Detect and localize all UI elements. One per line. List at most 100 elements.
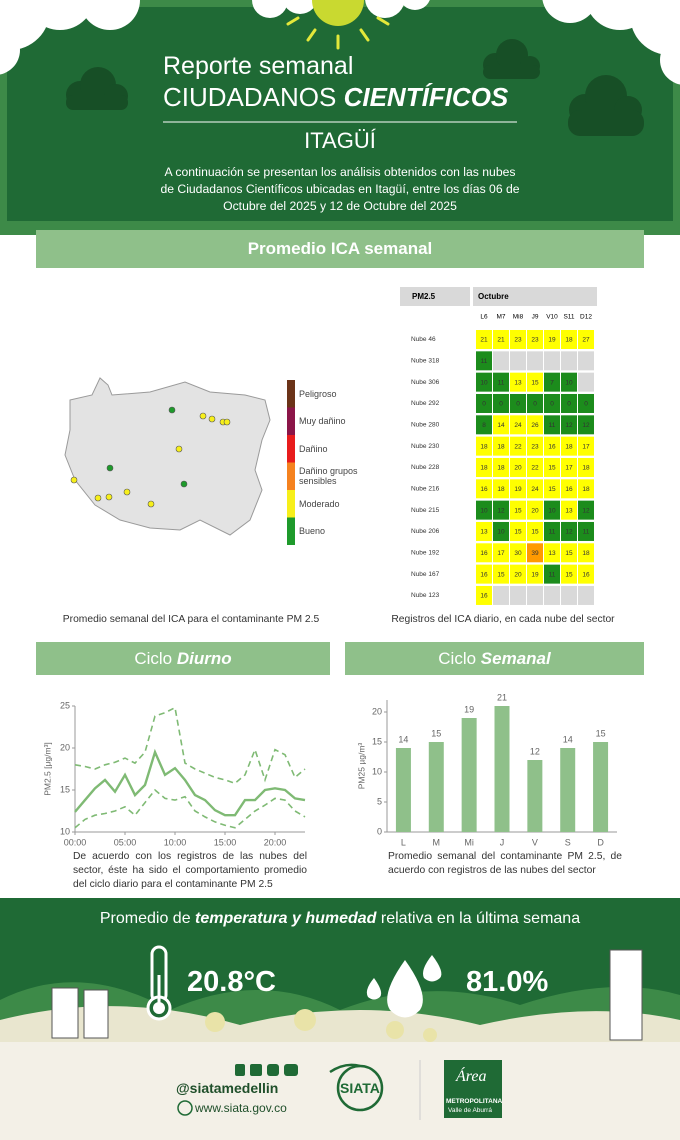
day-label: L6 [480,314,488,321]
cell-value: 23 [514,337,522,344]
x-tick-label: M [433,837,441,847]
cell [510,415,526,435]
x-tick-label: 20:00 [264,837,287,847]
cell [561,372,577,392]
y-tick-label: 0 [377,826,382,836]
cell [476,330,492,349]
cell [561,436,577,456]
cell [578,436,594,456]
cell [578,521,594,541]
thermometer [146,945,172,1021]
cell-value: 11 [481,358,488,365]
cell [510,564,526,584]
social-handle: @siatamedellin [176,1080,279,1096]
cell [493,543,509,563]
cell [493,479,509,499]
cell [544,500,560,520]
row-label: Nube 216 [411,486,440,493]
cell [493,351,509,371]
cell [527,415,543,435]
cell-value: 12 [497,507,505,514]
row-label: Nube 292 [411,400,440,407]
cell-value: 16 [565,486,573,493]
cell [578,415,594,435]
legend-label: Peligroso [299,388,337,399]
cell [544,415,560,435]
section-band: Ciclo Semanal [345,642,644,675]
cell [510,330,526,349]
cell-value: 0 [482,401,486,408]
cell [527,543,543,563]
cell-value: 20 [514,571,522,578]
legend-swatch [287,490,295,518]
cell [578,564,594,584]
sun [286,0,390,50]
cell [561,500,577,520]
section-band: Ciclo Diurno [36,642,330,675]
cell-value: 15 [565,550,573,557]
title: Reporte semanal [163,52,354,80]
cell-value: 0 [584,401,588,408]
siata-logo [329,1063,384,1112]
row-label: Nube 123 [411,592,440,599]
y-axis-label: PM25 µg/m³ [356,743,366,790]
cell-value: 19 [514,486,522,493]
cell [476,351,492,371]
cell-value: 27 [582,337,590,344]
cell-value: 18 [565,337,573,344]
cell [510,393,526,413]
day-label: Mi8 [513,314,524,321]
day-label: J9 [532,314,539,321]
cell-value: 16 [582,571,590,578]
table-caption: Registros del ICA diario, en cada nube d… [391,614,615,625]
cell [476,521,492,541]
cell [561,415,577,435]
legend-label: Moderado [299,498,340,509]
cell-value: 17 [497,550,505,557]
value-label: 21 [497,692,507,702]
cell [578,543,594,563]
subtitle-bold: CIENTÍFICOS [343,82,509,112]
value-label: 19 [464,704,474,714]
legend-swatch [287,462,295,490]
cell [544,521,560,541]
cell [578,585,594,605]
cell-value: 15 [514,507,522,514]
legend-swatch [287,407,295,435]
cell [527,457,543,477]
y-tick-label: 25 [60,700,70,710]
cell-value: 15 [497,571,505,578]
cell-value: 15 [565,571,573,578]
cell-value: 7 [550,379,554,386]
cell [527,521,543,541]
chart-caption: De acuerdo con los registros de las nube… [73,851,307,890]
dark-clouds [66,39,644,136]
cell [493,372,509,392]
cell-value: 18 [582,550,590,557]
cell [493,415,509,435]
cell [561,521,577,541]
cell [527,393,543,413]
bar [395,748,411,832]
x-tick-label: J [500,837,505,847]
subtitle-plain: CIUDADANOS [163,82,337,112]
cell-value: 12 [565,422,573,429]
cell [476,500,492,520]
cell [493,393,509,413]
header-border [0,0,680,235]
cell-value: 19 [531,571,539,578]
cell [510,479,526,499]
series-line [74,706,306,785]
cell [527,351,543,371]
chart-caption: Promedio semanal del contaminante PM 2.5… [388,851,622,876]
city: ITAGÜÍ [304,128,376,153]
cell-value: 11 [549,529,556,536]
bar [461,718,477,832]
cell [510,372,526,392]
day-label: V10 [546,314,558,321]
x-tick-label: S [565,837,571,847]
cell [493,500,509,520]
cell-value: 0 [533,401,537,408]
cell-value: 8 [482,422,486,429]
cell-value: 10 [480,507,488,514]
